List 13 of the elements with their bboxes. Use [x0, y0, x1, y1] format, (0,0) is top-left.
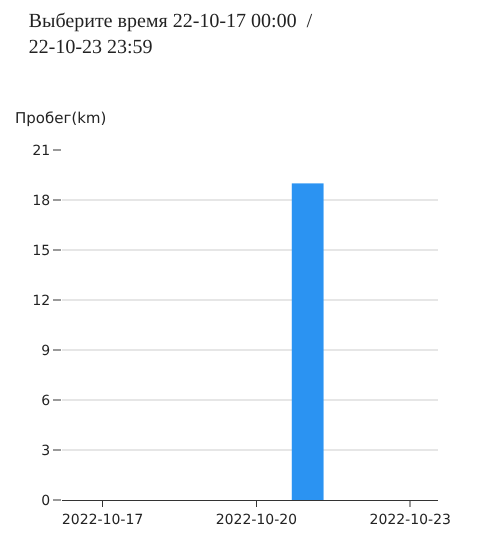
y-tick-label: 18	[32, 192, 50, 209]
x-tick-label: 2022-10-23	[370, 512, 451, 528]
y-tick-label: 21	[32, 142, 50, 159]
x-tick-label: 2022-10-17	[62, 512, 144, 528]
y-tick-label: 6	[41, 392, 50, 409]
y-tick-label: 3	[41, 442, 50, 459]
y-axis-title: Пробег(km)	[15, 109, 106, 127]
y-tick-label: 12	[32, 292, 50, 309]
y-tick-label: 15	[32, 242, 50, 259]
y-tick-label: 0	[41, 492, 50, 509]
chart-title: Выберите время 22-10-17 00:00 / 22-10-23 23:59	[28, 10, 313, 58]
y-tick-label: 9	[41, 342, 50, 359]
x-tick-label: 2022-10-20	[216, 512, 298, 528]
